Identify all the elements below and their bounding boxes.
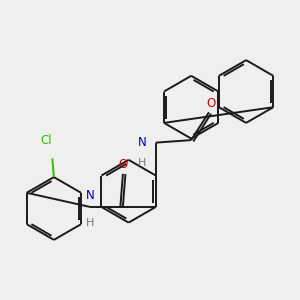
Text: N: N [85,189,94,202]
Text: Cl: Cl [40,134,52,147]
Text: O: O [207,97,216,110]
Text: O: O [118,158,128,172]
Text: H: H [86,218,94,228]
Text: N: N [138,136,147,149]
Text: H: H [137,158,146,168]
